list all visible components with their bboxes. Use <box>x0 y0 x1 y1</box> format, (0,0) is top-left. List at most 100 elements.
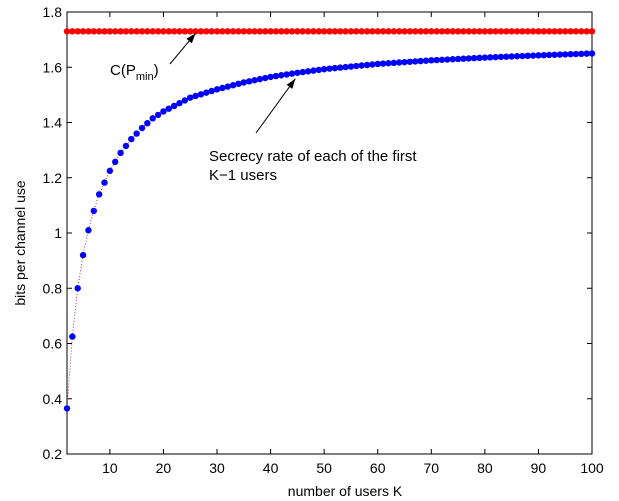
capacity-point <box>508 28 515 35</box>
capacity-point <box>406 28 414 35</box>
capacity-point <box>128 28 135 35</box>
secrecy-point <box>476 54 483 62</box>
secrecy-point <box>310 67 317 74</box>
secrecy-point <box>304 68 312 75</box>
secrecy-point <box>251 77 258 84</box>
capacity-point <box>347 28 355 35</box>
secrecy-point <box>203 89 210 96</box>
secrecy-point <box>331 64 339 72</box>
secrecy-point <box>90 207 97 215</box>
x-tick-label: 60 <box>370 460 386 476</box>
capacity-point <box>433 28 440 35</box>
x-tick-label: 80 <box>477 460 493 476</box>
capacity-point <box>85 28 92 35</box>
capacity-point <box>267 28 274 35</box>
secrecy-point <box>154 111 162 119</box>
secrecy-point <box>69 333 76 340</box>
capacity-point <box>578 28 585 35</box>
capacity-point <box>503 28 510 35</box>
secrecy-point <box>144 119 151 127</box>
secrecy-point <box>283 71 290 78</box>
capacity-point <box>337 28 344 35</box>
capacity-point <box>251 28 258 35</box>
secrecy-point <box>470 54 478 62</box>
secrecy-point <box>497 53 505 61</box>
secrecy-point <box>187 94 194 101</box>
secrecy-point <box>219 84 226 92</box>
capacity-point <box>95 28 103 35</box>
secrecy-point <box>267 73 274 81</box>
secrecy-point <box>347 63 355 70</box>
secrecy-point <box>272 72 280 80</box>
capacity-point <box>245 28 253 35</box>
secrecy-point <box>519 52 526 60</box>
capacity-point <box>229 28 237 35</box>
secrecy-point <box>481 54 489 61</box>
capacity-point <box>69 28 76 35</box>
axes-frame <box>66 11 593 455</box>
secrecy-point <box>567 51 574 58</box>
x-tick-label: 100 <box>580 460 604 476</box>
y-tick-label: 1.4 <box>43 115 63 131</box>
secrecy-point <box>326 65 333 72</box>
capacity-point <box>379 28 387 35</box>
secrecy-point <box>240 79 247 86</box>
secrecy-point <box>278 72 285 79</box>
secrecy-point <box>529 52 537 59</box>
capacity-point <box>428 28 435 35</box>
y-tick-label: 0.8 <box>43 280 63 296</box>
capacity-point <box>460 28 467 35</box>
secrecy-point <box>213 86 221 93</box>
secrecy-point <box>503 53 510 60</box>
capacity-point <box>551 28 558 35</box>
x-tick-label: 50 <box>316 460 332 476</box>
secrecy-point <box>583 50 590 57</box>
capacity-point <box>519 28 526 35</box>
capacity-point <box>588 28 596 35</box>
capacity-point <box>262 28 269 35</box>
secrecy-point <box>149 115 156 122</box>
secrecy-point <box>406 58 414 65</box>
capacity-point <box>203 28 210 35</box>
cap-arrow-head <box>186 33 196 44</box>
capacity-point <box>401 28 408 35</box>
secrecy-point <box>540 51 547 59</box>
capacity-point <box>395 28 403 35</box>
secrecy-point <box>524 52 531 60</box>
secrecy-point <box>487 54 494 61</box>
capacity-point <box>470 28 478 35</box>
capacity-point <box>540 28 547 35</box>
secrecy-point <box>128 135 135 143</box>
secrecy-annotation-line-1: Secrecy rate of each of the first <box>209 148 417 165</box>
y-tick-label: 1.8 <box>43 4 63 20</box>
secrecy-point <box>63 405 71 412</box>
secrecy-point <box>551 51 558 58</box>
secrecy-point <box>235 80 242 88</box>
secrecy-point <box>417 57 424 65</box>
secrecy-point <box>122 142 130 150</box>
x-tick-label: 20 <box>156 460 172 476</box>
x-tick-label: 30 <box>209 460 225 476</box>
secrecy-point <box>176 99 183 107</box>
secrecy-point <box>208 87 215 95</box>
secrecy-point <box>353 62 360 70</box>
capacity-point <box>444 28 451 35</box>
capacity-point <box>149 28 156 35</box>
capacity-point <box>358 28 365 35</box>
capacity-point <box>556 28 564 35</box>
secrecy-point <box>508 53 515 60</box>
secrecy-point <box>444 56 451 63</box>
capacity-point <box>112 28 119 35</box>
capacity-point <box>283 28 290 35</box>
secrecy-point <box>112 158 119 166</box>
capacity-point <box>224 28 231 35</box>
capacity-point <box>79 28 87 35</box>
secrecy-point <box>101 179 108 186</box>
secrecy-point <box>412 58 419 65</box>
capacity-point <box>363 28 371 35</box>
capacity-point <box>235 28 242 35</box>
secrecy-arrow-line <box>255 78 296 134</box>
capacity-point <box>154 28 162 35</box>
capacity-point <box>497 28 505 35</box>
secrecy-point <box>160 108 167 115</box>
